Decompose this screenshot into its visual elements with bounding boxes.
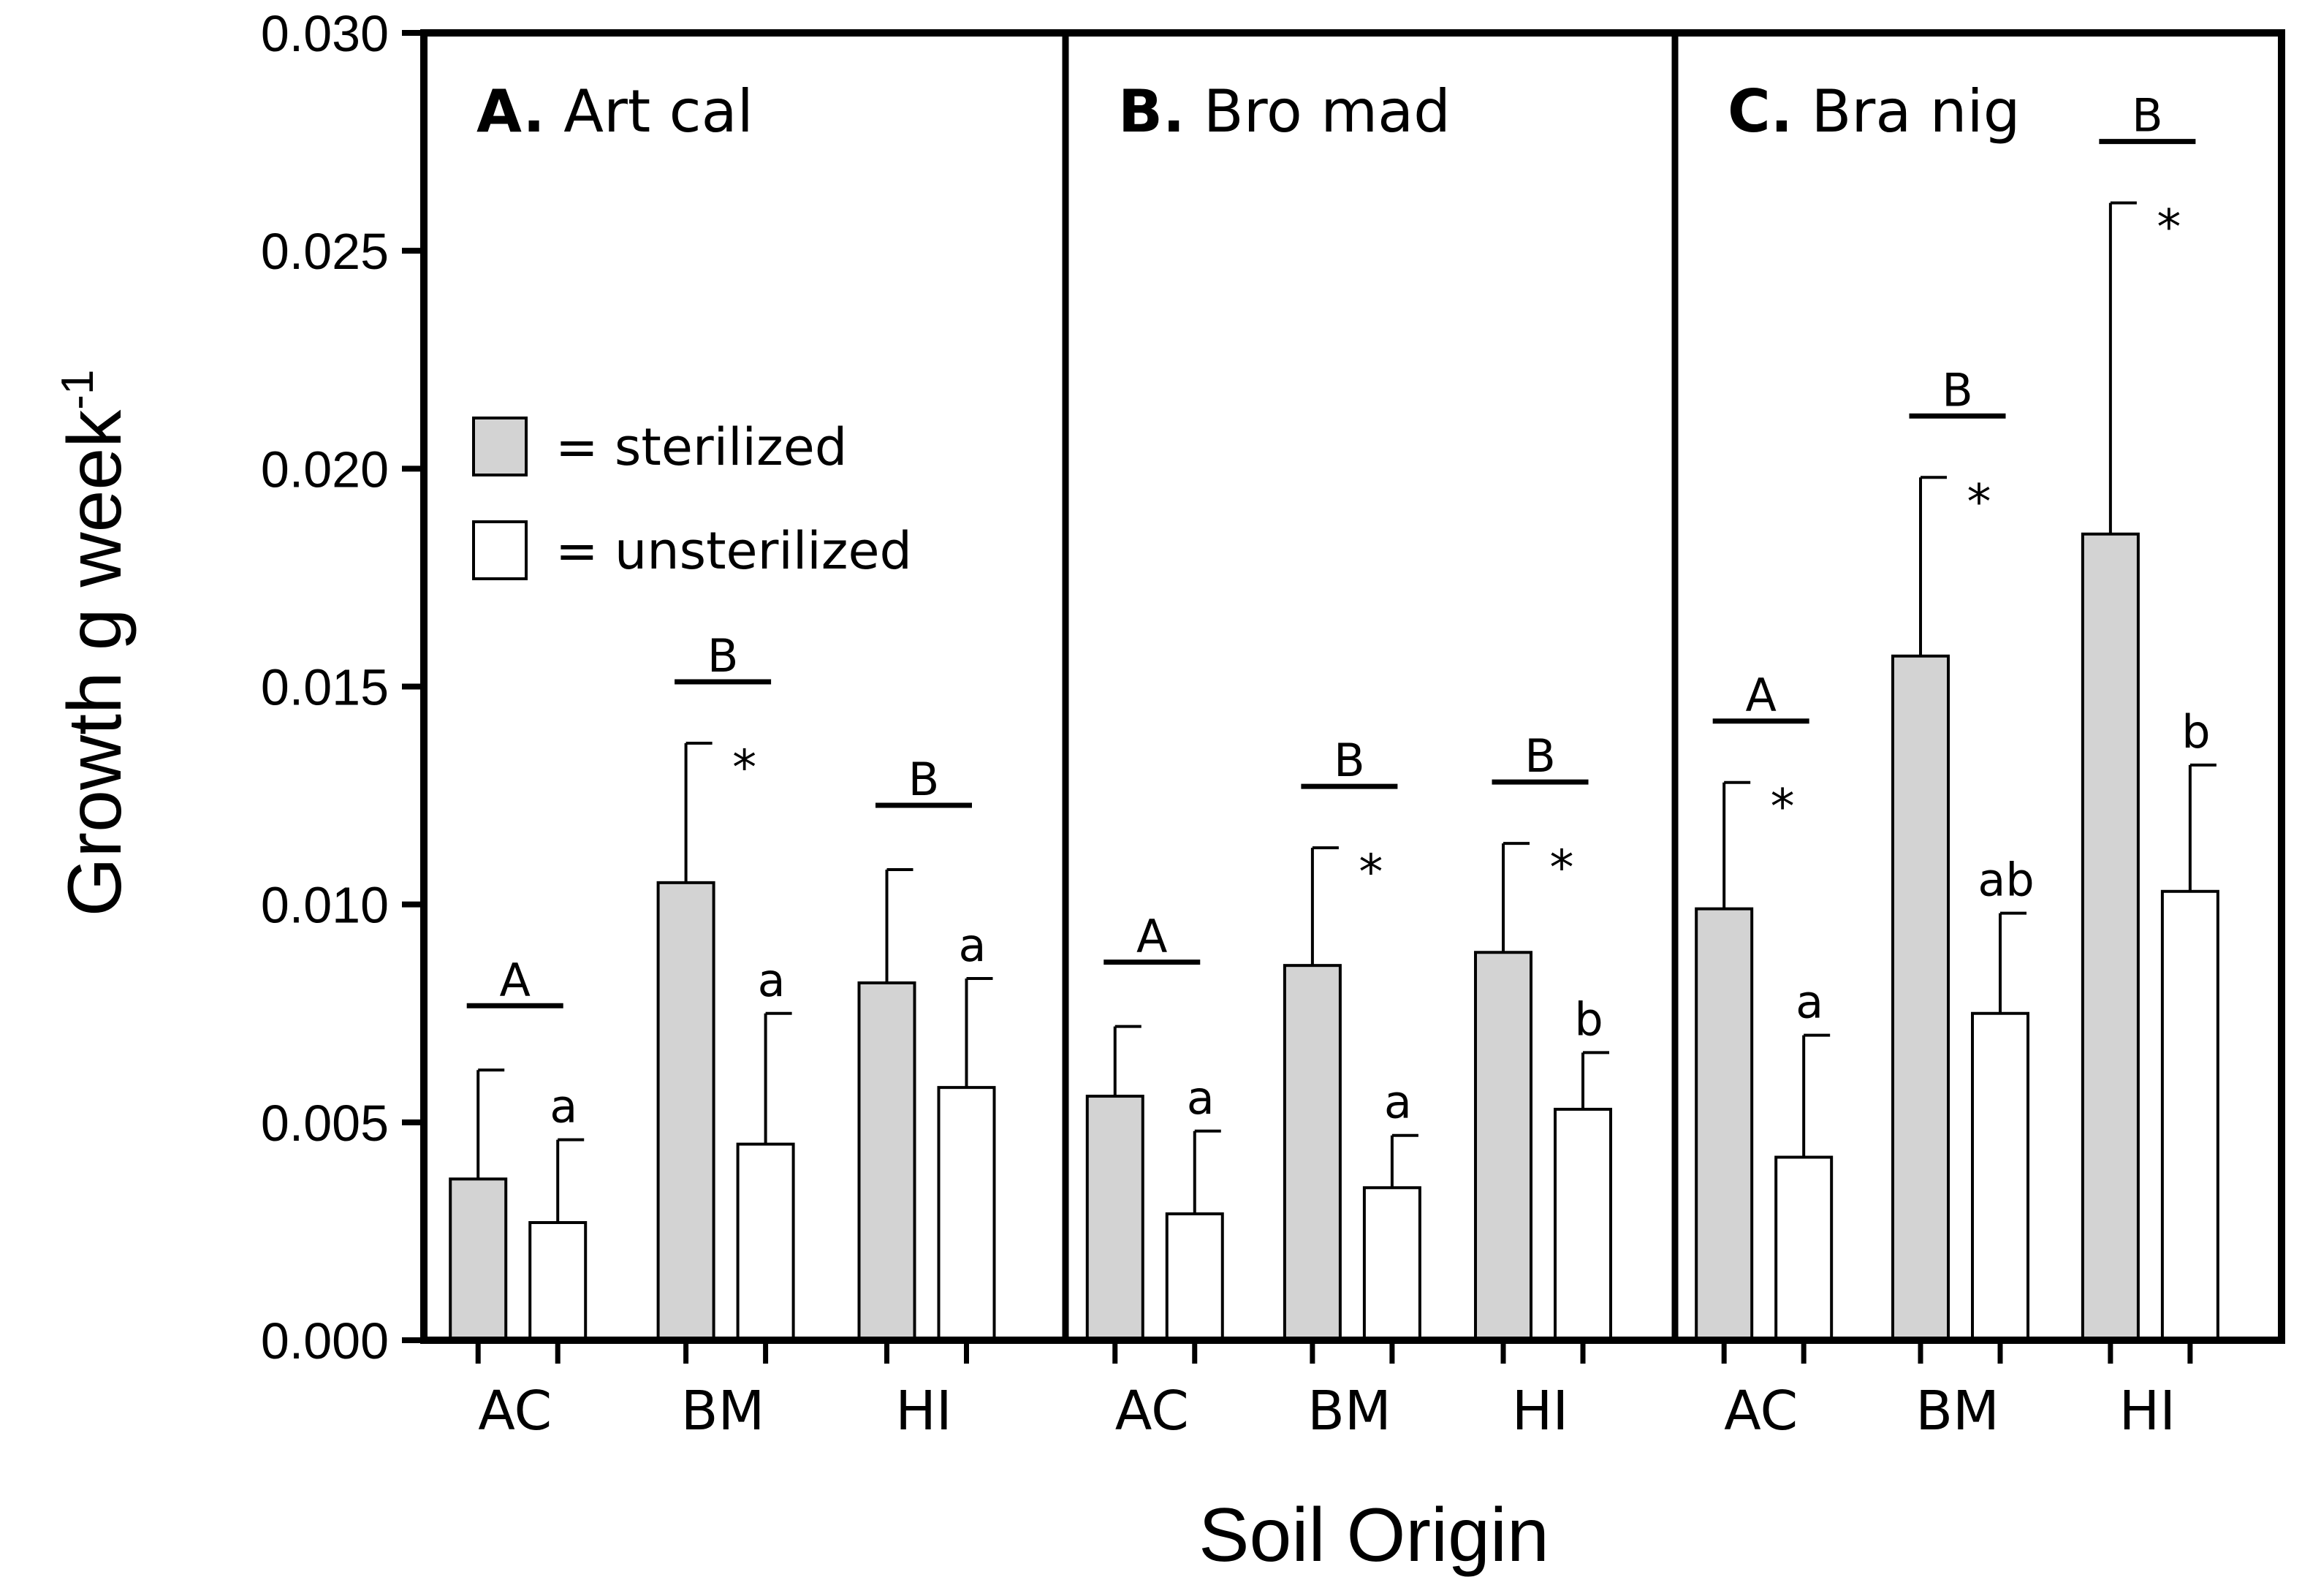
significance-letter-lower: b <box>1574 992 1603 1046</box>
significance-letter-lower: a <box>1796 976 1823 1029</box>
y-tick-label: 0.000 <box>261 1312 389 1369</box>
y-tick-label: 0.005 <box>261 1095 389 1152</box>
significance-letter-upper: B <box>2132 89 2163 142</box>
significance-letter-upper: B <box>1524 729 1556 783</box>
plot-border <box>420 29 2285 1344</box>
significance-letter-lower: a <box>959 919 987 972</box>
x-category-label: HI <box>1512 1380 1568 1443</box>
panel-species: Bra nig <box>1793 77 2020 145</box>
bar-sterilized <box>1695 907 1754 1342</box>
legend-label: = sterilized <box>555 417 847 477</box>
panel-species: Art cal <box>545 77 753 145</box>
bar-unsterilized <box>528 1220 588 1342</box>
bar-unsterilized <box>1971 1011 2030 1342</box>
significance-letter-upper: B <box>1334 734 1365 787</box>
y-axis-title-main: Growth g week <box>53 409 137 917</box>
x-category-label: HI <box>2119 1380 2176 1443</box>
panel-title: A. Art cal <box>476 77 753 145</box>
significance-letter-lower: a <box>758 954 786 1007</box>
significance-letter-upper: A <box>1136 910 1167 963</box>
bar-sterilized <box>857 981 916 1342</box>
significance-letter-upper: A <box>500 953 531 1006</box>
legend-swatch <box>472 417 528 476</box>
x-category-label: AC <box>1724 1380 1798 1443</box>
panel-title: C. Bra nig <box>1728 77 2020 145</box>
x-category-label: AC <box>1115 1380 1189 1443</box>
panel-prefix: B. <box>1118 77 1185 145</box>
bar-unsterilized <box>1165 1212 1224 1342</box>
significance-letter-upper: B <box>707 629 739 683</box>
legend-swatch <box>472 520 528 580</box>
significance-star: * <box>1967 474 1991 530</box>
bar-unsterilized <box>1774 1155 1834 1342</box>
plot-frame <box>420 29 2285 1344</box>
y-axis <box>402 30 2193 1364</box>
x-category-label: AC <box>478 1380 552 1443</box>
x-category-label: BM <box>1915 1380 1999 1443</box>
significance-star: * <box>732 740 756 796</box>
bar-sterilized <box>1474 951 1533 1342</box>
bar-unsterilized <box>937 1086 996 1342</box>
significance-star: * <box>2157 200 2181 256</box>
significance-star: * <box>1771 779 1795 835</box>
bar-unsterilized <box>1554 1107 1613 1342</box>
panel-prefix: C. <box>1728 77 1793 145</box>
y-tick-label: 0.010 <box>261 877 389 934</box>
y-tick-label: 0.015 <box>261 659 389 716</box>
bar-sterilized <box>449 1177 508 1342</box>
panel-species: Bro mad <box>1185 77 1451 145</box>
bar-sterilized <box>1891 654 1950 1342</box>
panel-title: B. Bro mad <box>1118 77 1451 145</box>
significance-letter-lower: a <box>1187 1071 1215 1125</box>
significance-letter-lower: a <box>550 1080 577 1133</box>
y-axis-title: Growth g week-1 <box>53 370 137 917</box>
text-layer: 0.000 0.005 0.010 0.015 0.020 0.025 0.030 A. Ar… <box>261 5 2211 1443</box>
bar-sterilized <box>1085 1095 1144 1342</box>
bar-sterilized <box>2081 532 2140 1342</box>
x-category-label: HI <box>895 1380 951 1443</box>
bar-unsterilized <box>2160 889 2219 1342</box>
bar-unsterilized <box>1362 1186 1421 1342</box>
significance-letter-upper: B <box>1942 363 1973 417</box>
significance-star: * <box>1550 840 1574 896</box>
legend-label: = unsterilized <box>555 521 912 581</box>
significance-letter-lower: a <box>1384 1076 1412 1129</box>
y-tick-label: 0.030 <box>261 5 389 62</box>
significance-letter-lower: b <box>2181 705 2210 759</box>
bar-sterilized <box>1283 964 1342 1342</box>
y-axis-title-superscript: -1 <box>53 370 103 410</box>
significance-letter-lower: ab <box>1978 854 2034 907</box>
significance-letter-upper: B <box>908 753 940 806</box>
y-tick-label: 0.020 <box>261 441 389 498</box>
bar-layer <box>449 139 2219 1342</box>
bar-unsterilized <box>736 1142 795 1342</box>
significance-letter-upper: A <box>1745 669 1776 722</box>
x-category-label: BM <box>1307 1380 1391 1443</box>
bar-sterilized <box>656 881 715 1342</box>
y-tick-label: 0.025 <box>261 223 389 280</box>
x-category-label: BM <box>681 1380 765 1443</box>
panel-prefix: A. <box>476 77 545 145</box>
significance-star: * <box>1359 844 1383 900</box>
x-axis-title: Soil Origin <box>1199 1493 1549 1578</box>
